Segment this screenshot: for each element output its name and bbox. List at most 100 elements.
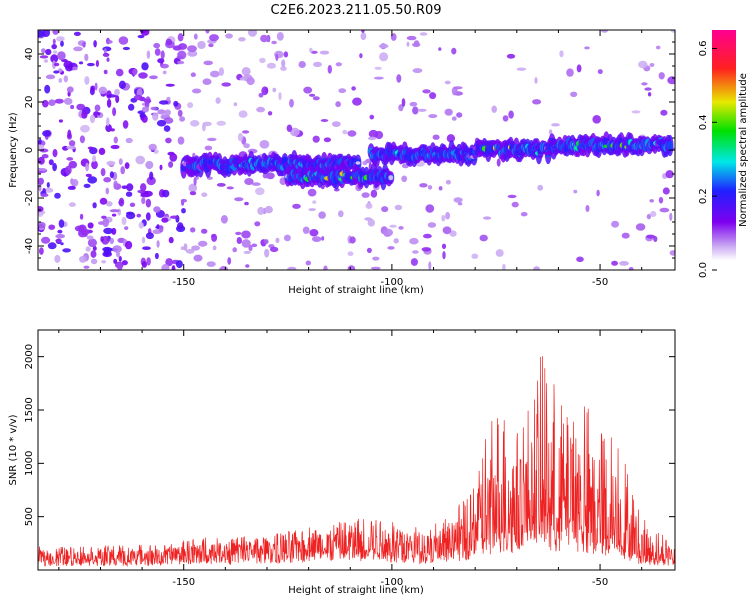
noise-speckle: [38, 167, 47, 171]
noise-speckle: [42, 130, 52, 137]
noise-speckle: [406, 35, 417, 41]
noise-speckle: [197, 41, 206, 49]
noise-speckle: [585, 205, 590, 212]
noise-speckle: [51, 44, 57, 50]
noise-speckle: [87, 238, 97, 248]
noise-speckle: [192, 88, 202, 94]
noise-speckle: [113, 258, 118, 264]
noise-speckle: [48, 224, 56, 230]
noise-speckle: [444, 108, 453, 116]
noise-speckle: [54, 192, 61, 199]
noise-speckle: [181, 208, 186, 214]
noise-speckle: [372, 256, 380, 261]
noise-speckle: [63, 75, 68, 83]
noise-speckle: [203, 60, 213, 66]
noise-speckle: [136, 213, 142, 218]
noise-speckle: [198, 240, 208, 247]
noise-speckle: [227, 257, 232, 265]
noise-speckle: [106, 98, 112, 108]
noise-speckle: [312, 200, 317, 204]
noise-speckle: [242, 130, 250, 134]
colorbar-tick-label: 0.2: [698, 188, 709, 204]
noise-speckle: [206, 261, 216, 267]
noise-speckle: [146, 257, 151, 266]
noise-speckle: [164, 109, 171, 116]
noise-speckle: [254, 187, 265, 196]
noise-speckle: [506, 53, 516, 59]
noise-speckle: [85, 246, 91, 252]
noise-speckle: [576, 256, 584, 263]
noise-speckle: [204, 145, 213, 151]
noise-speckle: [163, 117, 174, 124]
y-tick-label: 0: [24, 147, 35, 153]
noise-speckle: [445, 179, 451, 185]
noise-speckle: [347, 265, 356, 270]
noise-speckle: [168, 161, 174, 168]
noise-speckle: [215, 97, 221, 104]
colorbar-label: Normalized spectral amplitude: [738, 73, 749, 227]
noise-speckle: [410, 258, 418, 266]
noise-speckle: [80, 124, 90, 133]
x-tick-label: -150: [172, 577, 195, 588]
noise-speckle: [180, 198, 187, 203]
noise-speckle: [58, 219, 65, 228]
noise-speckle: [347, 130, 357, 137]
noise-speckle: [248, 30, 257, 37]
noise-speckle: [649, 63, 655, 67]
noise-speckle: [495, 249, 504, 257]
noise-speckle: [362, 160, 368, 166]
noise-speckle: [190, 227, 196, 233]
noise-speckle: [146, 50, 151, 59]
noise-speckle: [302, 226, 310, 234]
noise-speckle: [152, 112, 159, 121]
noise-speckle: [78, 229, 88, 238]
noise-speckle: [635, 223, 646, 231]
noise-speckle: [128, 103, 135, 111]
noise-speckle: [87, 176, 98, 184]
noise-speckle: [347, 251, 354, 256]
noise-speckle: [70, 104, 75, 110]
noise-speckle: [157, 109, 166, 115]
noise-speckle: [94, 82, 98, 91]
noise-speckle: [456, 112, 463, 118]
noise-speckle: [137, 189, 146, 194]
noise-speckle: [471, 253, 479, 259]
noise-speckle: [120, 166, 125, 175]
noise-speckle: [444, 80, 451, 85]
noise-speckle: [327, 64, 332, 74]
noise-speckle: [46, 182, 50, 188]
echo-core: [667, 141, 673, 151]
noise-speckle: [103, 48, 107, 54]
noise-speckle: [38, 156, 45, 165]
noise-speckle: [170, 215, 179, 219]
noise-speckle: [38, 138, 42, 145]
noise-speckle: [101, 260, 107, 264]
noise-speckle: [221, 82, 231, 87]
noise-speckle: [264, 248, 270, 258]
y-tick-label: -40: [24, 238, 35, 254]
noise-speckle: [649, 199, 654, 203]
noise-speckle: [55, 238, 62, 243]
noise-speckle: [161, 264, 170, 270]
y-tick-label: 500: [24, 507, 35, 526]
noise-speckle: [145, 198, 152, 208]
noise-speckle: [398, 104, 404, 112]
noise-speckle: [129, 202, 136, 207]
noise-speckle: [576, 64, 582, 73]
noise-speckle: [83, 265, 90, 269]
noise-speckle: [153, 206, 161, 213]
noise-speckle: [401, 175, 408, 183]
noise-speckle: [177, 109, 183, 117]
noise-speckle: [44, 187, 54, 193]
noise-speckle: [244, 201, 249, 206]
noise-speckle: [106, 160, 116, 166]
noise-speckle: [650, 211, 657, 217]
noise-speckle: [83, 183, 91, 188]
noise-speckle: [387, 246, 395, 250]
noise-speckle: [48, 99, 56, 106]
noise-speckle: [278, 92, 282, 101]
noise-speckle: [193, 254, 203, 262]
noise-speckle: [122, 120, 129, 129]
noise-speckle: [226, 186, 234, 190]
noise-speckle: [79, 135, 85, 144]
